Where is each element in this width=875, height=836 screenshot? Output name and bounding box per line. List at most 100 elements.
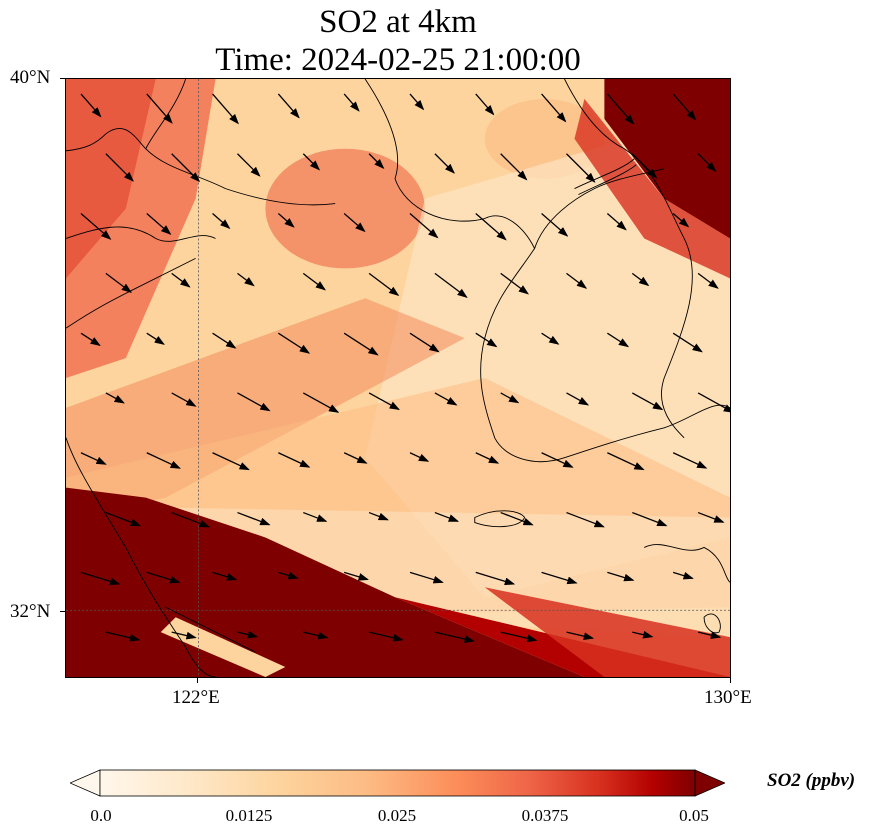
lat-tick-mark-40n [60, 78, 65, 79]
wind-vector [697, 511, 725, 523]
colorbar [68, 768, 727, 798]
wind-vector [237, 392, 271, 412]
colorbar-tick-4: 0.05 [679, 806, 709, 825]
wind-vector [607, 332, 630, 348]
wind-vector [434, 153, 455, 174]
colorbar-tick-2: 0.025 [377, 806, 417, 825]
wind-vector [146, 571, 181, 584]
wind-vector [171, 392, 197, 407]
wind-vector [237, 630, 259, 639]
wind-vector [212, 213, 231, 230]
wind-vector [278, 332, 311, 354]
wind-vector [409, 213, 439, 239]
wind-vector [500, 631, 538, 643]
wind-vector [303, 631, 329, 640]
wind-vector [434, 631, 475, 643]
wind-vector [541, 571, 578, 585]
wind-vector [607, 452, 645, 471]
wind-vector [566, 511, 605, 528]
colorbar-tick-1: 0.0125 [225, 806, 273, 825]
wind-vector [541, 332, 560, 345]
wind-vector [566, 153, 596, 183]
wind-vector [80, 213, 112, 240]
wind-vector [171, 272, 191, 288]
wind-vector [105, 392, 125, 404]
wind-vector [606, 93, 635, 125]
colorbar-graphic [68, 769, 727, 797]
so2-field-ne-fringe [574, 98, 730, 279]
wind-vector [606, 213, 627, 231]
colorbar-tick-0: 0.0 [90, 806, 112, 825]
wind-vector [566, 392, 590, 406]
so2-field-max-fringe [484, 587, 730, 677]
lon-tick-mark-130e [730, 678, 731, 683]
wind-vector [212, 571, 238, 581]
lat-tick-40n: 40°N [10, 67, 51, 88]
wind-vector [475, 213, 507, 241]
wind-vector [278, 452, 311, 468]
wind-vector [302, 392, 340, 413]
wind-vector [302, 272, 326, 291]
coastlines [66, 79, 730, 677]
wind-vector [632, 511, 668, 527]
wind-vector [105, 153, 134, 182]
wind-vector [302, 153, 321, 171]
wind-vector [80, 93, 102, 118]
wind-vector [434, 392, 458, 406]
wind-vector [566, 272, 588, 289]
wind-vector [277, 93, 300, 119]
wind-vector [237, 153, 261, 177]
wind-vector [672, 452, 708, 469]
wind-vector [697, 153, 717, 173]
wind-vector [672, 332, 703, 353]
wind-vector [237, 511, 271, 526]
wind-vector [146, 452, 181, 469]
wind-vector [105, 511, 142, 527]
wind-vector [697, 631, 722, 639]
wind-vector [105, 631, 141, 642]
wind-vector [146, 332, 165, 345]
so2-field-max-northeast [604, 79, 730, 239]
coast-shandong-south [66, 226, 216, 242]
wind-vector [343, 213, 366, 233]
wind-vector [171, 153, 201, 183]
wind-vector [566, 631, 595, 640]
wind-vector [409, 93, 425, 111]
wind-vector [475, 571, 516, 586]
wind-vector [475, 332, 498, 348]
wind-vector [607, 571, 635, 582]
wind-vector [541, 93, 567, 123]
coast-yangtze [165, 606, 256, 653]
wind-vector [631, 392, 664, 411]
wind-vector [277, 213, 295, 228]
lat-tick-32n: 32°N [10, 601, 51, 622]
colorbar-tick-3: 0.0375 [521, 806, 569, 825]
wind-vector [409, 452, 430, 462]
wind-vector [672, 213, 690, 228]
wind-vector [368, 272, 400, 297]
wind-vector [343, 452, 368, 464]
wind-vector [631, 272, 650, 287]
wind-vector [212, 93, 239, 125]
wind-vector [409, 332, 440, 353]
wind-vector [631, 153, 658, 179]
wind-vector [697, 392, 730, 413]
so2-field-center [265, 148, 425, 269]
lon-tick-122e: 122°E [172, 687, 220, 708]
coast-south-korea [480, 248, 730, 463]
so2-field-west-core [66, 79, 156, 279]
wind-vector [237, 272, 255, 287]
wind-vector [434, 511, 460, 522]
wind-vector [171, 631, 197, 640]
wind-vector [672, 571, 694, 580]
wind-vector [434, 272, 468, 299]
wind-vector [368, 631, 404, 642]
wind-vector [171, 511, 210, 528]
wind-vector [343, 332, 379, 356]
so2-field-light-strip [125, 497, 730, 638]
wind-vector [80, 332, 101, 347]
coast-jeju [474, 510, 526, 528]
wind-vector [146, 213, 172, 235]
lon-tick-mark-122e [197, 678, 198, 683]
lon-tick-130e: 130°E [704, 687, 752, 708]
